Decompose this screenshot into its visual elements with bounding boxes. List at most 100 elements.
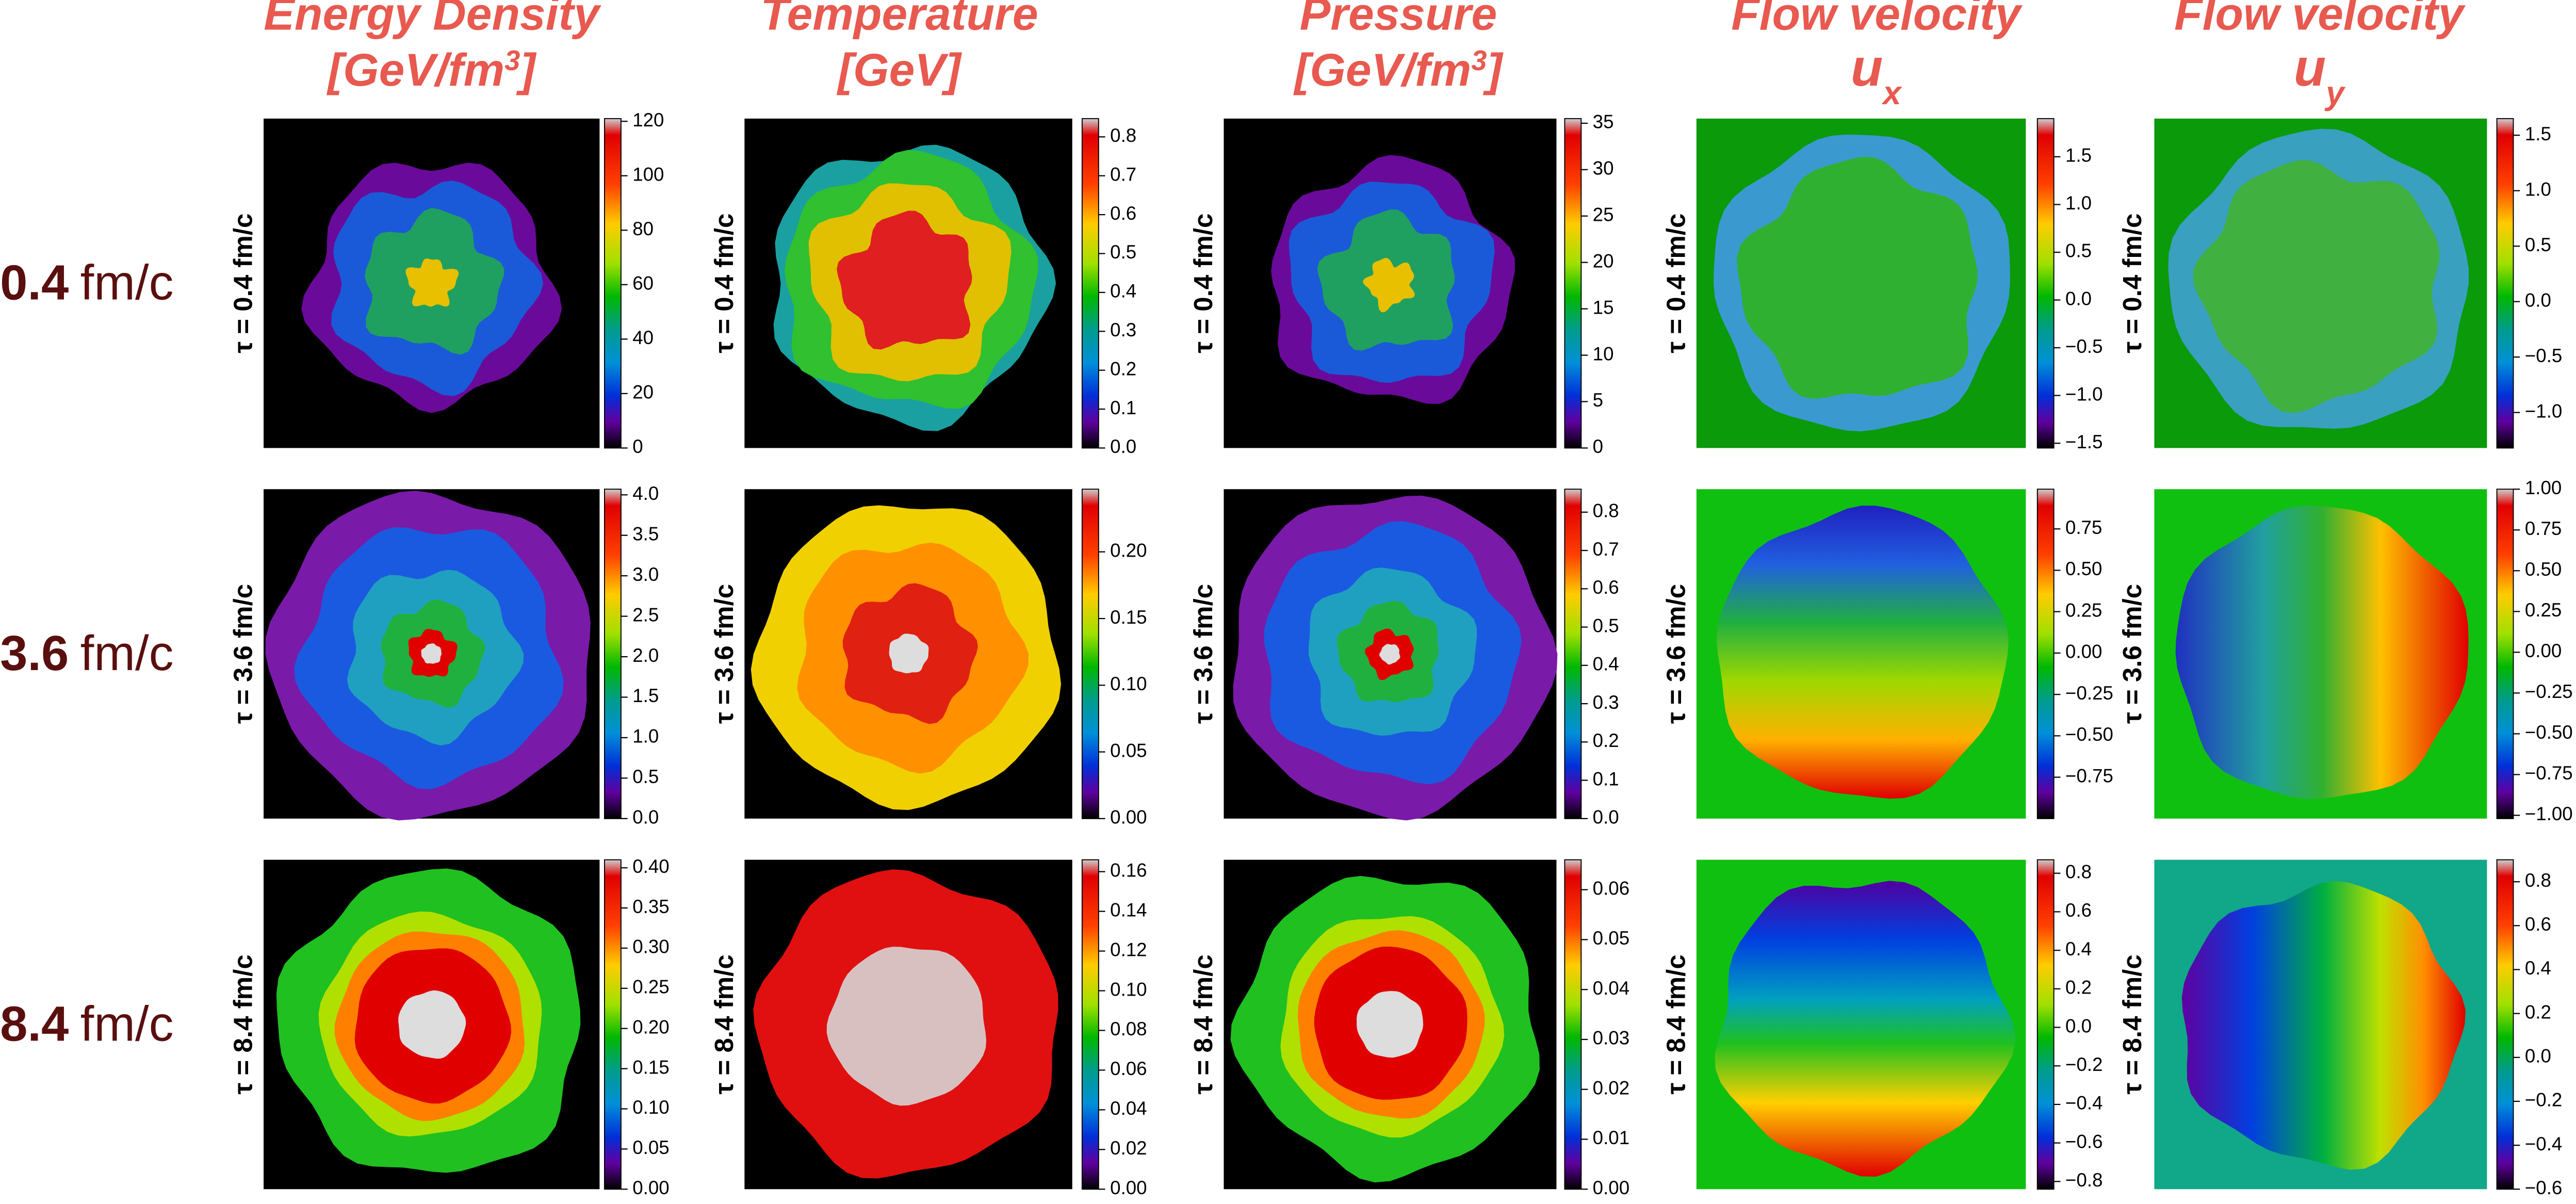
colorbar-tick-label: 1.0 (2525, 178, 2551, 200)
colorbar-tick-label: 4.0 (632, 483, 659, 504)
colorbar-tick-label: 1.0 (632, 726, 659, 747)
row-unit: fm/c (80, 997, 174, 1052)
colorbar-tick-label: 0.00 (2065, 641, 2102, 662)
panel-label: τ = 0.4 fm/c (229, 214, 258, 353)
title-segment: y (2324, 74, 2346, 111)
colorbar-tick-label: 0.4 (1110, 281, 1136, 302)
colorbar-tick-label: 0.7 (1593, 539, 1619, 560)
colorbar-tick-label: 0.12 (1110, 939, 1147, 960)
column-title: uy (2294, 38, 2346, 111)
colorbar-tick-label: 20 (1593, 250, 1614, 271)
row-unit: fm/c (80, 255, 174, 311)
colorbar-tick-label: 0.6 (1110, 203, 1136, 224)
colorbar-tick-label: 0.01 (1593, 1127, 1629, 1148)
colorbar-tick-label: 0.0 (2065, 288, 2092, 309)
colorbar-tick-label: 0.15 (632, 1056, 669, 1078)
title-segment: 3 (1471, 45, 1487, 76)
colorbar (605, 860, 621, 1190)
colorbar-tick-label: 0.02 (1110, 1137, 1147, 1159)
colorbar-tick-label: 0.6 (2525, 914, 2551, 935)
colorbar-tick-label: 0.4 (1593, 654, 1619, 675)
colorbar (1082, 489, 1099, 819)
title-segment: [GeV] (836, 44, 963, 95)
title-segment: [GeV/fm (326, 44, 504, 95)
colorbar-tick-label: 40 (632, 327, 654, 348)
colorbar-tick-label: 0.0 (2525, 1046, 2551, 1067)
panel-label: τ = 8.4 fm/c (1188, 954, 1218, 1094)
colorbar-tick-label: 0.08 (1110, 1018, 1147, 1039)
colorbar-tick-label: 0.05 (632, 1137, 669, 1158)
colorbar-tick-label: 0.0 (1110, 436, 1136, 457)
colorbar-tick-label: −0.50 (2065, 724, 2113, 745)
title-segment: [GeV/fm (1293, 44, 1472, 95)
colorbar-tick-label: 0.14 (1110, 899, 1147, 920)
panel-label: τ = 0.4 fm/c (2117, 214, 2147, 353)
colorbar-tick-label: 0.75 (2065, 517, 2102, 538)
colorbar-tick-label: 0.6 (1593, 577, 1619, 598)
colorbar (2497, 489, 2514, 819)
colorbar-tick-label: 0.8 (1110, 125, 1136, 146)
colorbar-tick-label: 0.20 (632, 1016, 669, 1037)
colorbar-tick-label: 0.25 (632, 977, 669, 998)
colorbar-tick-label: 0.25 (2065, 599, 2102, 621)
colorbar-tick-label: 20 (632, 382, 654, 403)
colorbar-tick-label: 0.00 (1110, 807, 1147, 828)
colorbar-tick-label: 0.02 (1593, 1077, 1629, 1098)
colorbar (2037, 119, 2054, 448)
colorbar-tick-label: 0.5 (2065, 240, 2092, 262)
panel-label: τ = 3.6 fm/c (1661, 584, 1690, 724)
colorbar-tick-label: 0.10 (632, 1097, 669, 1118)
title-segment: Pressure (1300, 0, 1497, 39)
colorbar-tick-label: 0.8 (2065, 861, 2092, 883)
colorbar (2497, 119, 2514, 448)
colorbar-tick-label: 0 (632, 436, 643, 457)
panel-label: τ = 3.6 fm/c (2117, 584, 2147, 724)
row-time: 8.4 (0, 997, 69, 1052)
colorbar-tick-label: −0.4 (2525, 1133, 2562, 1154)
panel-label: τ = 8.4 fm/c (229, 954, 258, 1094)
colorbar-tick-label: 0.00 (1110, 1177, 1147, 1198)
colorbar-tick-label: 1.5 (2525, 123, 2551, 144)
panel-label: τ = 8.4 fm/c (2117, 954, 2147, 1094)
panel-label: τ = 3.6 fm/c (1188, 584, 1218, 724)
title-segment: Flow velocity (1731, 0, 2023, 39)
colorbar-tick-label: 0.2 (1593, 730, 1619, 751)
colorbar-tick-label: 35 (1593, 111, 1614, 133)
column-title: ux (1851, 38, 1902, 111)
panel-label: τ = 8.4 fm/c (709, 954, 739, 1094)
colorbar (1564, 119, 1581, 448)
colorbar-tick-label: 0.2 (1110, 358, 1136, 379)
panel-label: τ = 0.4 fm/c (1188, 214, 1218, 353)
colorbar-tick-label: −0.5 (2525, 345, 2562, 366)
colorbar-tick-label: 0.10 (1110, 673, 1147, 694)
colorbar-tick-label: 25 (1593, 204, 1614, 225)
colorbar (2497, 860, 2514, 1190)
colorbar-tick-label: −0.25 (2525, 681, 2573, 702)
panel-label: τ = 8.4 fm/c (1661, 954, 1690, 1094)
colorbar-tick-label: 0.05 (1110, 740, 1147, 761)
colorbar-tick-label: 0.4 (2525, 957, 2551, 979)
colorbar (1082, 119, 1099, 448)
colorbar-tick-label: 15 (1593, 297, 1614, 318)
colorbar-tick-label: 0.05 (1593, 928, 1629, 949)
colorbar-tick-label: 100 (632, 164, 664, 185)
colorbar-tick-label: 0.0 (632, 807, 659, 828)
column-title: Flow velocity (1731, 0, 2023, 39)
title-segment: Temperature (760, 0, 1038, 39)
title-segment: x (1881, 74, 1902, 111)
colorbar-tick-label: 3.0 (632, 564, 659, 585)
colorbar-tick-label: 0.5 (2525, 234, 2551, 255)
colorbar-tick-label: 0.15 (1110, 607, 1147, 628)
colorbar-tick-label: 0.5 (1110, 241, 1136, 263)
panel-label: τ = 0.4 fm/c (709, 214, 739, 353)
colorbar-tick-label: −0.8 (2065, 1169, 2102, 1191)
colorbar-tick-label: 0.10 (1110, 979, 1147, 1000)
colorbar-tick-label: 0.0 (2525, 289, 2551, 311)
row-time: 3.6 (0, 626, 69, 681)
colorbar-tick-label: −1.00 (2525, 803, 2573, 824)
colorbar-tick-label: −1.0 (2525, 400, 2562, 421)
row-unit: fm/c (80, 626, 174, 681)
colorbar-tick-label: 0.0 (1593, 807, 1619, 828)
